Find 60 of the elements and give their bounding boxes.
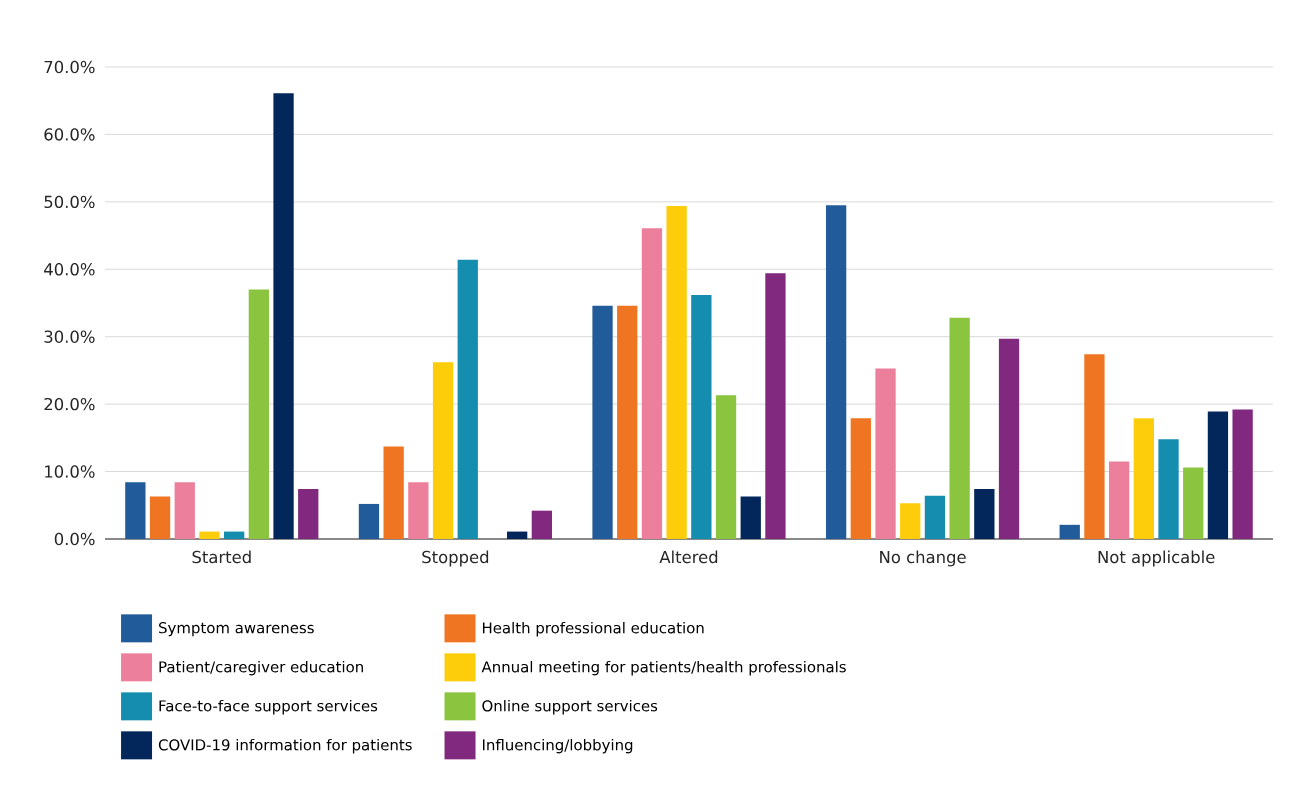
legend-label: Online support services [482,699,658,715]
y-tick-label: 70.0% [44,60,95,74]
bar [924,495,946,539]
bar [825,205,847,539]
x-tick-label: No change [880,550,966,567]
bar [125,482,146,539]
legend-label: Health professional education [482,621,704,637]
bar [691,294,712,539]
legend-label: Face-to-face support services [159,699,378,715]
bar [1059,524,1080,539]
bar [1084,354,1105,539]
y-tick-label: 0.0% [54,532,95,546]
bar [1232,409,1253,539]
legend-label: Influencing/lobbying [482,738,633,754]
bar [224,531,245,539]
bar [1108,461,1130,539]
legend-label: Patient/caregiver education [159,660,363,676]
bar [641,228,663,539]
bar [457,259,478,539]
y-tick-label: 60.0% [44,128,95,141]
bar [617,305,638,539]
y-tick-label: 40.0% [44,263,95,276]
bar [174,482,195,539]
bar [408,482,429,539]
bar [432,362,454,539]
bar [666,205,687,539]
bar [715,395,737,539]
bar [850,418,871,539]
bar [1158,439,1179,539]
bar [592,305,613,539]
bar [273,93,294,539]
bar [1133,418,1154,539]
legend-label: COVID-19 information for patients [158,738,412,754]
bar [765,273,786,539]
bar [248,289,270,539]
bar [298,489,319,539]
bar [358,503,380,539]
bar [998,338,1020,539]
x-tick-label: Altered [659,550,718,564]
bar [149,496,171,539]
y-tick-label: 30.0% [44,330,95,343]
bar [875,368,896,539]
x-tick-label: Stopped [422,550,489,567]
bar [507,531,528,539]
legend-label: Annual meeting for patients/health professionals [481,660,846,676]
bar [199,531,220,539]
bar [900,503,921,539]
bar [1207,411,1229,539]
bar [383,446,404,539]
legend-label: Symptom awareness [159,622,314,637]
bar [1183,467,1204,539]
bar [949,317,970,539]
y-tick-label: 20.0% [44,397,95,411]
x-tick-label: Not applicable [1098,550,1215,567]
y-tick-label: 10.0% [45,465,95,478]
x-tick-label: Started [192,550,251,564]
bar [740,496,761,539]
bar [974,489,995,539]
y-tick-label: 50.0% [44,195,95,209]
bar [531,510,552,539]
